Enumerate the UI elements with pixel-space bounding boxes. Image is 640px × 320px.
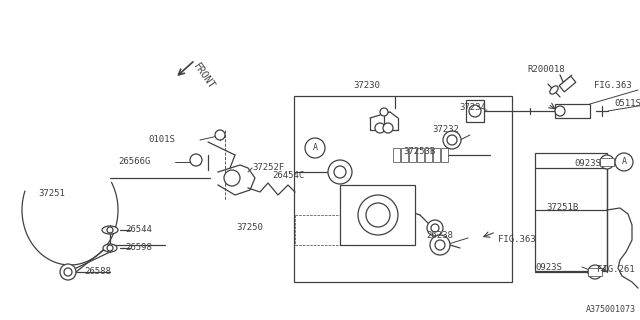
Bar <box>555 104 590 118</box>
Circle shape <box>600 155 614 169</box>
Text: 0101S: 0101S <box>148 135 175 145</box>
Bar <box>600 158 614 166</box>
Circle shape <box>215 130 225 140</box>
Text: 37230: 37230 <box>353 82 380 91</box>
Ellipse shape <box>102 226 118 234</box>
Circle shape <box>380 108 388 116</box>
Circle shape <box>334 166 346 178</box>
Text: FIG.363: FIG.363 <box>594 81 632 90</box>
Text: 0511S: 0511S <box>614 99 640 108</box>
Bar <box>559 76 576 92</box>
Bar <box>417 148 424 162</box>
Text: 0923S: 0923S <box>574 158 601 167</box>
Text: 37250: 37250 <box>236 223 263 233</box>
Circle shape <box>305 138 325 158</box>
Text: 26588: 26588 <box>84 268 111 276</box>
Text: 26454C: 26454C <box>272 171 304 180</box>
Circle shape <box>190 154 202 166</box>
Circle shape <box>107 227 113 233</box>
Bar <box>441 148 448 162</box>
Circle shape <box>435 240 445 250</box>
Text: 26544: 26544 <box>125 225 152 234</box>
Circle shape <box>358 195 398 235</box>
Bar <box>401 148 408 162</box>
Text: 0923S: 0923S <box>535 262 562 271</box>
Text: A: A <box>312 143 317 153</box>
Bar <box>535 153 607 271</box>
Circle shape <box>469 105 481 117</box>
Text: 37232: 37232 <box>432 125 459 134</box>
Circle shape <box>107 245 113 251</box>
Circle shape <box>555 106 565 116</box>
Circle shape <box>427 220 443 236</box>
Circle shape <box>443 131 461 149</box>
Bar <box>409 148 416 162</box>
Bar <box>425 148 432 162</box>
Ellipse shape <box>550 86 558 94</box>
Text: 37251: 37251 <box>38 188 65 197</box>
Text: FIG.363: FIG.363 <box>498 236 536 244</box>
Text: 26566G: 26566G <box>118 157 150 166</box>
Bar <box>393 148 400 162</box>
Text: A375001073: A375001073 <box>586 305 636 314</box>
Bar <box>466 100 484 122</box>
Circle shape <box>430 235 450 255</box>
Bar <box>588 268 602 276</box>
Circle shape <box>224 170 240 186</box>
Ellipse shape <box>103 244 117 252</box>
Circle shape <box>328 160 352 184</box>
Circle shape <box>447 135 457 145</box>
Circle shape <box>615 153 633 171</box>
Text: FRONT: FRONT <box>191 61 216 91</box>
Circle shape <box>375 123 385 133</box>
Bar <box>433 148 440 162</box>
Text: 26238: 26238 <box>426 230 453 239</box>
Text: R200018: R200018 <box>527 66 564 75</box>
Circle shape <box>383 123 393 133</box>
Text: 37252F: 37252F <box>252 164 284 172</box>
Bar <box>294 96 512 282</box>
Bar <box>340 185 415 245</box>
Text: FIG.261: FIG.261 <box>597 265 635 274</box>
Circle shape <box>60 264 76 280</box>
Circle shape <box>588 265 602 279</box>
Text: 37253B: 37253B <box>403 148 435 156</box>
Circle shape <box>64 268 72 276</box>
Text: 26598: 26598 <box>125 244 152 252</box>
Circle shape <box>431 224 439 232</box>
Text: A: A <box>621 157 627 166</box>
Text: 37251B: 37251B <box>546 204 579 212</box>
Circle shape <box>366 203 390 227</box>
Text: 37234: 37234 <box>459 102 486 111</box>
